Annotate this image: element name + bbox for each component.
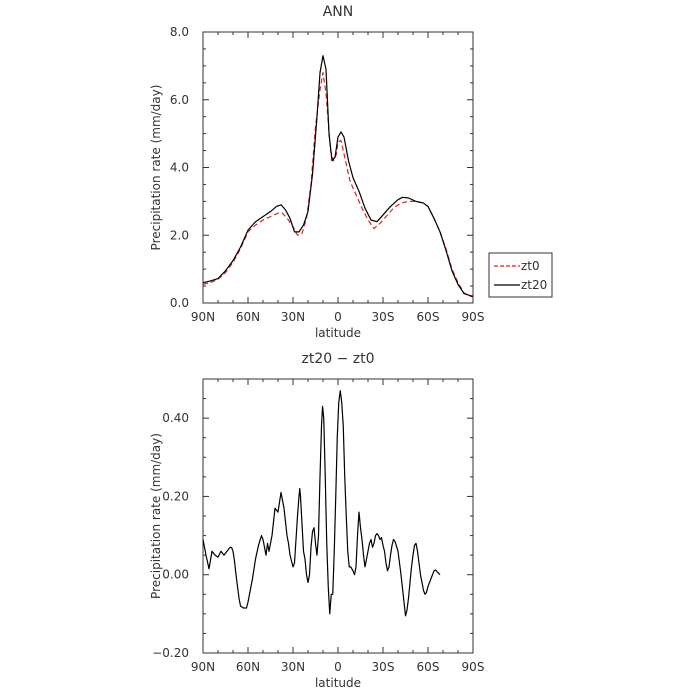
legend-label-zt20: zt20 xyxy=(521,278,547,292)
y-tick-label: −0.20 xyxy=(152,646,189,660)
x-tick-label: 60S xyxy=(417,310,440,324)
legend: zt0 zt20 xyxy=(488,252,553,298)
x-tick-label: 60S xyxy=(417,660,440,674)
y-tick-label: 4.0 xyxy=(170,161,189,175)
x-tick-label: 90N xyxy=(191,660,215,674)
series-line-diff-0 xyxy=(202,390,441,617)
x-tick-label: 30S xyxy=(372,310,395,324)
y-axis-label: Precipitation rate (mm/day) xyxy=(149,85,163,251)
x-tick-label: 90S xyxy=(462,660,485,674)
legend-label-zt0: zt0 xyxy=(521,259,540,273)
x-tick-label: 30N xyxy=(281,310,305,324)
x-tick-label: 30S xyxy=(372,660,395,674)
series-line-zt0 xyxy=(202,72,474,298)
y-tick-label: 2.0 xyxy=(170,228,189,242)
x-tick-label: 90S xyxy=(462,310,485,324)
x-tick-label: 30N xyxy=(281,660,305,674)
series-line-zt20 xyxy=(202,55,474,297)
x-tick-label: 60N xyxy=(236,660,260,674)
x-tick-label: 90N xyxy=(191,310,215,324)
chart-title: zt20 − zt0 xyxy=(301,351,374,367)
y-tick-label: 8.0 xyxy=(170,25,189,39)
legend-box xyxy=(488,252,553,298)
y-tick-label: 6.0 xyxy=(170,93,189,107)
x-tick-label: 0 xyxy=(334,660,342,674)
x-axis-label: latitude xyxy=(315,326,361,340)
x-tick-label: 0 xyxy=(334,310,342,324)
y-tick-label: 0.20 xyxy=(162,489,189,503)
top-chart-panel: 90N 60N 30N 0 30S 60S 90S 0.0 2.0 4.0 6.0 8.0 ANN lat… xyxy=(149,4,553,340)
chart-title: ANN xyxy=(323,4,354,20)
y-tick-label: 0.0 xyxy=(170,296,189,310)
x-tick-label: 60N xyxy=(236,310,260,324)
y-axis-label: Precipitation rate (mm/day) xyxy=(149,433,163,599)
x-axis-label: latitude xyxy=(315,676,361,690)
y-tick-label: 0.00 xyxy=(162,568,189,582)
plot-frame xyxy=(202,31,474,304)
y-tick-label: 0.40 xyxy=(162,411,189,425)
bottom-chart-panel: 90N 60N 30N 0 30S 60S 90S −0.20 0.00 0.20 0.40 zt20… xyxy=(149,351,484,690)
